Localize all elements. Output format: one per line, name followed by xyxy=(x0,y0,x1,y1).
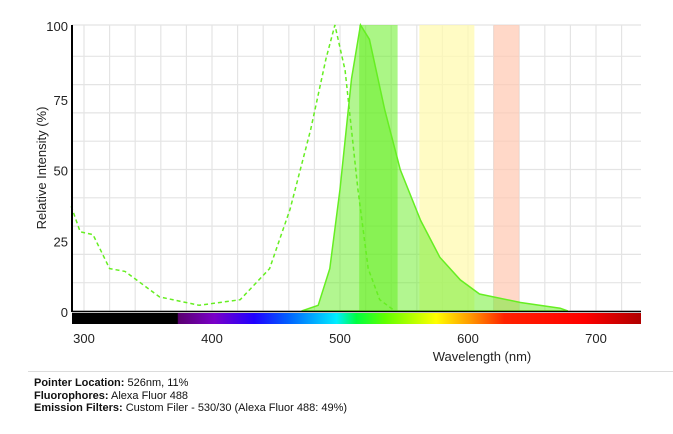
fluorophores: Fluorophores: Alexa Fluor 488 xyxy=(34,389,189,402)
emission-filters: Emission Filters: Custom Filer - 530/30 … xyxy=(34,402,348,414)
y-tick-label: 50 xyxy=(54,164,68,179)
x-tick-label: 400 xyxy=(201,331,223,346)
y-axis-label: Relative Intensity (%) xyxy=(34,107,49,230)
x-axis-label: Wavelength (nm) xyxy=(433,349,532,364)
data-series xyxy=(70,22,569,312)
filter-band xyxy=(493,25,520,311)
x-tick-label: 500 xyxy=(329,331,351,346)
y-tick-label: 100 xyxy=(46,19,68,34)
y-tick-label: 75 xyxy=(54,93,68,108)
info-divider xyxy=(28,371,673,372)
emission-curve xyxy=(301,22,569,312)
wavelength-spectrum-bar xyxy=(72,313,641,324)
x-tick-label: 300 xyxy=(73,331,95,346)
y-tick-label: 25 xyxy=(54,234,68,249)
y-tick-labels: 0 25 50 75 100 xyxy=(46,19,68,320)
x-tick-label: 700 xyxy=(585,331,607,346)
x-tick-labels: 300 400 500 600 700 xyxy=(73,331,607,346)
info-panel: Pointer Location: 526nm, 11% Fluorophore… xyxy=(34,377,347,415)
x-tick-label: 600 xyxy=(457,331,479,346)
spectrum-chart[interactable]: 0 25 50 75 100 300 400 500 600 700 Relative Inte… xyxy=(0,0,673,370)
y-tick-label: 0 xyxy=(61,305,68,320)
pointer-location: Pointer Location: 526nm, 11% xyxy=(34,377,189,389)
